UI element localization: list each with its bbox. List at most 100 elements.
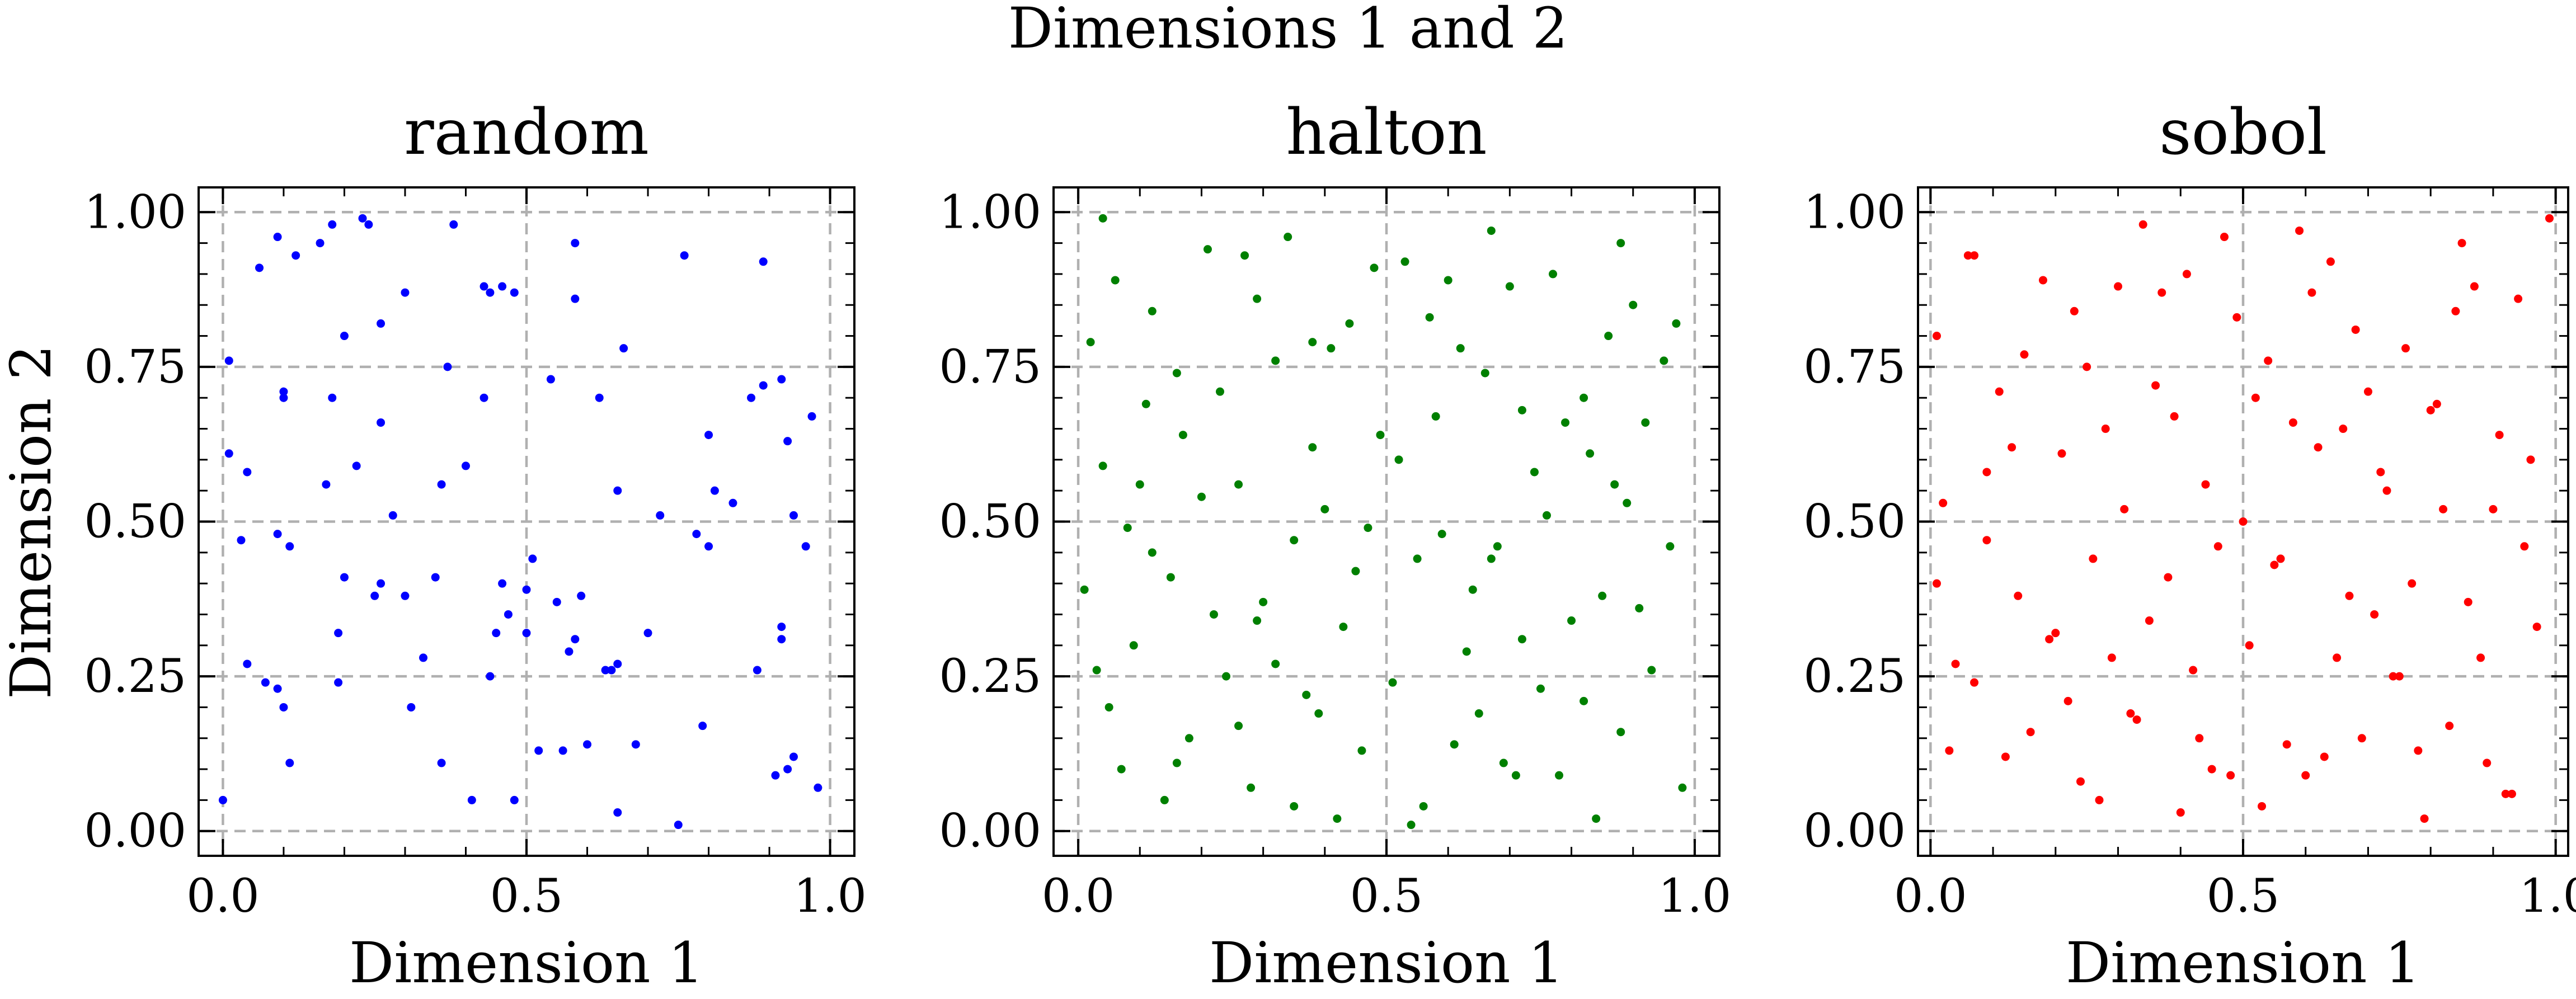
point-halton-80	[1561, 418, 1570, 427]
point-sobol-11	[2001, 752, 2010, 761]
point-halton-90	[1616, 239, 1625, 248]
subplot-halton: halton Dimension 1 0.0 0.5 1.0 0.00 0.25 0.50…	[939, 96, 1731, 996]
point-sobol-89	[2495, 431, 2504, 440]
point-halton-18	[1178, 431, 1187, 440]
point-halton-74	[1517, 635, 1526, 644]
point-random-84	[728, 498, 737, 507]
point-sobol-53	[2270, 560, 2279, 569]
point-sobol-3	[1945, 746, 1954, 755]
point-halton-93	[1635, 604, 1644, 612]
point-random-16	[292, 251, 300, 260]
point-halton-67	[1487, 554, 1496, 563]
point-halton-37	[1302, 690, 1311, 699]
point-halton-14	[1160, 795, 1169, 804]
point-halton-31	[1259, 597, 1268, 606]
point-random-7	[261, 678, 270, 687]
point-random-89	[771, 771, 780, 780]
point-halton-46	[1351, 567, 1360, 576]
point-random-27	[364, 220, 373, 229]
point-halton-50	[1376, 431, 1385, 440]
point-sobol-58	[2301, 771, 2310, 780]
x-tick-label: 0.5	[490, 870, 563, 923]
y-axis-label: Dimension 2	[0, 345, 64, 699]
x-axis-label-sobol: Dimension 1	[2066, 930, 2420, 996]
point-random-39	[437, 758, 446, 767]
point-halton-7	[1117, 765, 1126, 774]
point-sobol-93	[2520, 542, 2529, 551]
point-random-13	[279, 393, 288, 402]
point-halton-32	[1271, 356, 1280, 365]
point-halton-73	[1517, 406, 1526, 414]
x-tick-label: 1.0	[793, 870, 866, 923]
point-sobol-31	[2132, 715, 2141, 724]
point-random-31	[377, 418, 386, 427]
point-halton-39	[1308, 338, 1317, 347]
point-halton-2	[1092, 666, 1101, 675]
point-sobol-61	[2320, 752, 2329, 761]
point-sobol-6	[1970, 251, 1979, 260]
point-halton-65	[1474, 709, 1483, 718]
y-tick-label: 0.75	[84, 341, 186, 394]
y-tick-label: 1.00	[84, 186, 186, 239]
point-sobol-39	[2182, 270, 2191, 279]
point-sobol-21	[2070, 307, 2079, 315]
point-sobol-72	[2389, 672, 2398, 681]
point-sobol-26	[2101, 425, 2110, 433]
point-halton-91	[1623, 498, 1632, 507]
y-tick-label: 0.00	[84, 805, 186, 858]
point-sobol-32	[2138, 220, 2147, 229]
point-random-72	[613, 486, 622, 495]
point-random-90	[777, 623, 786, 632]
point-random-77	[674, 821, 683, 830]
point-sobol-71	[2382, 486, 2391, 495]
point-random-49	[498, 282, 507, 291]
point-halton-78	[1549, 270, 1557, 279]
point-random-57	[534, 746, 543, 755]
point-random-8	[273, 233, 282, 242]
point-sobol-23	[2083, 362, 2091, 371]
point-sobol-92	[2514, 294, 2523, 303]
point-sobol-81	[2445, 722, 2454, 731]
point-halton-26	[1234, 480, 1243, 489]
y-tick-label: 0.50	[939, 496, 1041, 549]
point-halton-30	[1253, 294, 1262, 303]
point-sobol-46	[2226, 771, 2235, 780]
point-random-50	[498, 579, 507, 588]
point-sobol-28	[2114, 282, 2123, 291]
point-sobol-7	[1970, 678, 1979, 687]
point-random-46	[486, 288, 495, 297]
point-halton-19	[1184, 734, 1193, 743]
point-halton-43	[1333, 814, 1342, 823]
point-halton-38	[1308, 443, 1317, 452]
point-random-70	[613, 808, 622, 817]
point-halton-71	[1505, 282, 1514, 291]
point-halton-87	[1604, 332, 1613, 341]
point-halton-13	[1148, 307, 1157, 315]
point-random-87	[759, 257, 768, 266]
y-tick-label: 0.50	[84, 496, 186, 549]
point-sobol-8	[1982, 536, 1991, 545]
point-sobol-14	[2020, 350, 2029, 359]
point-sobol-76	[2414, 746, 2423, 755]
point-sobol-12	[2008, 443, 2016, 452]
point-halton-47	[1357, 746, 1366, 755]
point-random-54	[522, 585, 531, 594]
point-sobol-44	[2213, 542, 2222, 551]
point-halton-36	[1290, 536, 1299, 545]
point-halton-27	[1240, 251, 1249, 260]
point-random-96	[789, 511, 798, 520]
point-random-88	[759, 381, 768, 390]
x-tick-label: 0.5	[1350, 870, 1423, 923]
point-random-82	[704, 542, 713, 551]
point-halton-21	[1203, 245, 1212, 254]
y-tick-label: 0.25	[939, 650, 1041, 703]
point-sobol-70	[2376, 468, 2385, 477]
point-sobol-91	[2507, 789, 2516, 798]
point-halton-56	[1419, 802, 1428, 810]
point-random-29	[377, 319, 386, 328]
point-random-21	[334, 629, 343, 638]
point-halton-92	[1629, 300, 1638, 309]
point-halton-20	[1197, 492, 1206, 501]
subplot-title-halton: halton	[1286, 96, 1487, 169]
